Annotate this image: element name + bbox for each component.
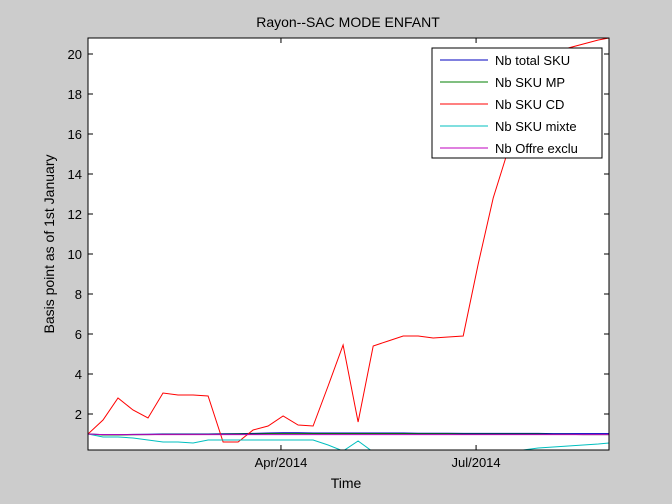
legend-label: Nb Offre exclu [495,141,578,156]
plot-border [87,37,610,451]
y-tick-label: 4 [75,367,82,382]
y-tick-label: 14 [68,167,82,182]
y-tick-label: 8 [75,287,82,302]
series-line-nb-offre-exclu [88,433,609,436]
chart-title: Rayon--SAC MODE ENFANT [256,14,440,30]
legend-label: Nb total SKU [495,53,570,68]
y-tick-label: 6 [75,327,82,342]
y-tick-label: 20 [68,47,82,62]
legend: Nb total SKU Nb SKU MP Nb SKU CD Nb SKU mix… [431,47,603,159]
legend-box [431,47,603,159]
x-axis-label: Time [331,475,362,491]
y-tick-label: 16 [68,127,82,142]
x-tick-label: Apr/2014 [255,455,308,470]
y-tick-label: 12 [68,207,82,222]
x-tick-label: Jul/2014 [451,455,500,470]
y-tick-label: 18 [68,87,82,102]
legend-label: Nb SKU CD [495,97,564,112]
legend-label: Nb SKU mixte [495,119,577,134]
legend-label: Nb SKU MP [495,75,565,90]
y-tick-label: 10 [68,247,82,262]
y-tick-label: 2 [75,407,82,422]
y-axis-label: Basis point as of 1st January [41,155,57,334]
